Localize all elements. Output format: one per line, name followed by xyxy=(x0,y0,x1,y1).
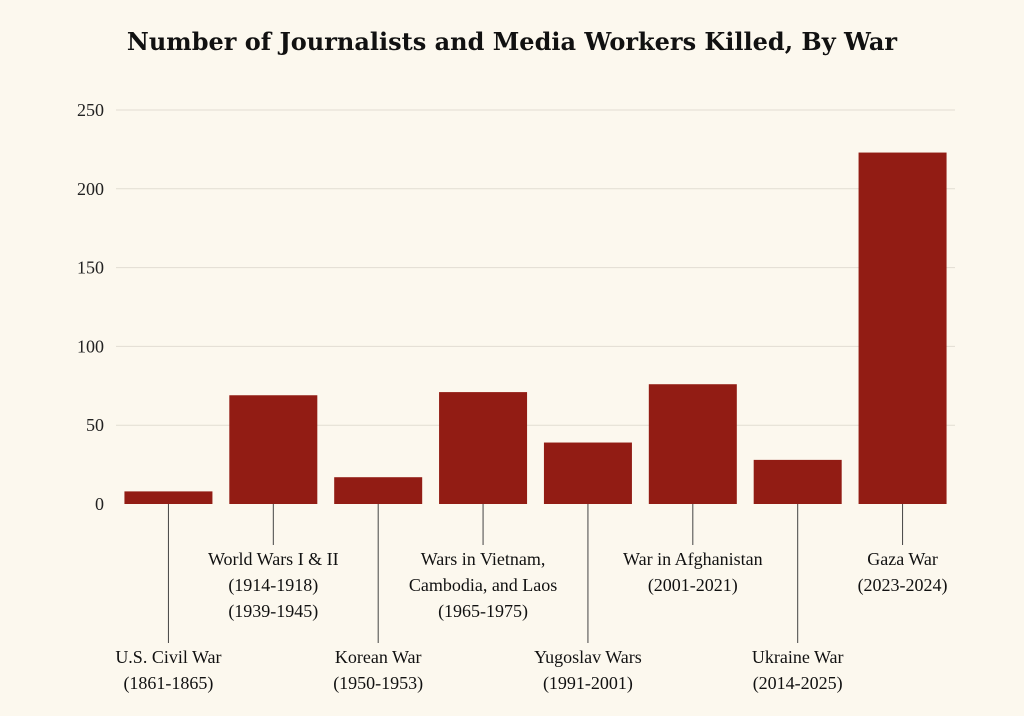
category-label-line: Wars in Vietnam, xyxy=(421,549,546,569)
category-label: U.S. Civil War (1861-1865) xyxy=(115,647,221,694)
y-tick-label: 250 xyxy=(77,100,104,120)
bar xyxy=(543,442,632,504)
category-label-line: Cambodia, and Laos xyxy=(409,575,557,595)
category-label-line: World Wars I & II xyxy=(208,549,339,569)
category-label: Wars in Vietnam, Cambodia, and Laos (1965-… xyxy=(409,549,557,622)
category-label-line: (1991-2001) xyxy=(543,673,633,694)
category-label: Yugoslav Wars (1991-2001) xyxy=(534,647,642,694)
gridlines xyxy=(116,109,955,426)
bar xyxy=(648,384,737,504)
category-label-line: Gaza War xyxy=(867,549,938,569)
bar xyxy=(334,477,423,504)
label-leader-lines xyxy=(167,504,904,643)
category-label: War in Afghanistan (2001-2021) xyxy=(623,549,763,596)
category-label: Ukraine War (2014-2025) xyxy=(752,647,844,694)
y-axis-ticks: 0 50 100 150 200 250 xyxy=(77,100,104,514)
y-tick-label: 200 xyxy=(77,179,104,199)
category-label-line: (1965-1975) xyxy=(438,601,528,622)
category-label-line: War in Afghanistan xyxy=(623,549,763,569)
category-label-line: (2023-2024) xyxy=(858,575,948,596)
bar xyxy=(229,395,318,504)
category-label-line: (1914-1918) xyxy=(228,575,318,596)
category-label-line: (2014-2025) xyxy=(753,673,843,694)
bars xyxy=(124,152,947,504)
category-label: Gaza War (2023-2024) xyxy=(858,549,948,596)
category-label-line: (1861-1865) xyxy=(123,673,213,694)
bar xyxy=(124,491,213,504)
y-tick-label: 100 xyxy=(77,336,104,356)
bar xyxy=(753,459,842,504)
chart-title: Number of Journalists and Media Workers … xyxy=(127,27,897,56)
category-label-line: (1939-1945) xyxy=(228,601,318,622)
bar xyxy=(858,152,947,504)
y-tick-label: 0 xyxy=(95,494,104,514)
category-label-line: Korean War xyxy=(335,647,422,667)
y-tick-label: 50 xyxy=(86,415,104,435)
category-label-line: Ukraine War xyxy=(752,647,844,667)
category-label-line: (2001-2021) xyxy=(648,575,738,596)
category-label-line: Yugoslav Wars xyxy=(534,647,642,667)
category-labels: U.S. Civil War (1861-1865) World Wars I & … xyxy=(115,549,947,694)
category-label-line: (1950-1953) xyxy=(333,673,423,694)
category-label: Korean War (1950-1953) xyxy=(333,647,423,694)
y-tick-label: 150 xyxy=(77,258,104,278)
category-label: World Wars I & II (1914-1918) (1939-1945) xyxy=(208,549,339,622)
category-label-line: U.S. Civil War xyxy=(115,647,221,667)
bar xyxy=(439,392,528,504)
